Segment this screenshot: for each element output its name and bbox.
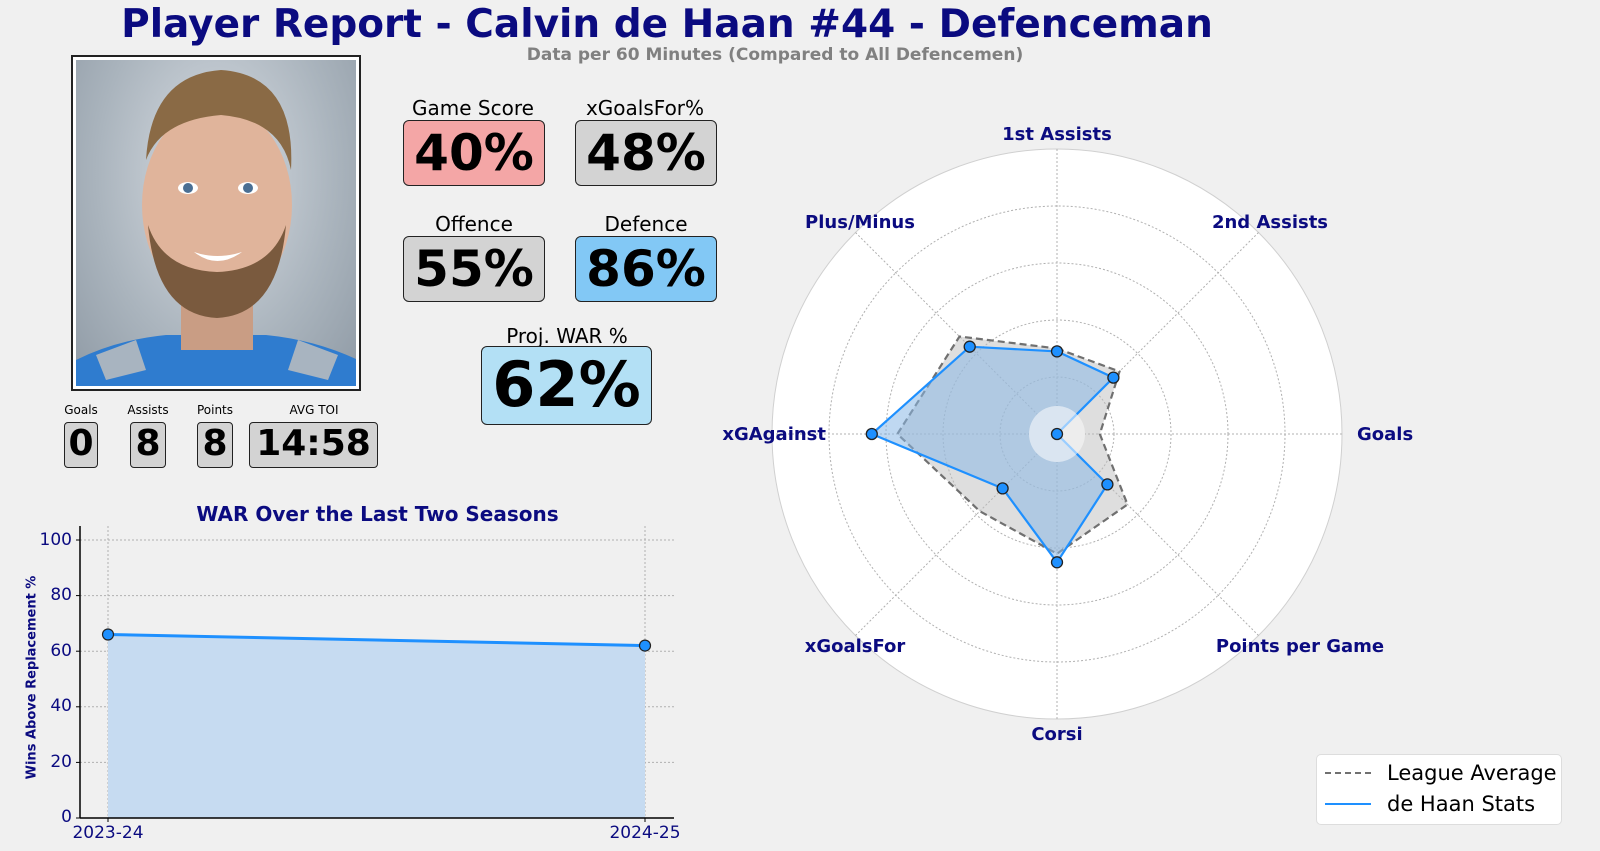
- legend-league-label: League Average: [1387, 761, 1557, 785]
- defence-value: 86%: [575, 236, 717, 302]
- radar-label-corsi: Corsi: [1031, 724, 1083, 745]
- x-tick-2024-25: 2024-25: [609, 823, 681, 843]
- goals-label: Goals: [64, 403, 98, 417]
- radar-chart: [771, 148, 1343, 720]
- legend-item-player: de Haan Stats: [1325, 792, 1535, 816]
- avg-toi-label: AVG TOI: [289, 403, 339, 417]
- y-tick-40: 40: [50, 696, 72, 716]
- legend-player-label: de Haan Stats: [1387, 792, 1536, 816]
- offence-label: Offence: [435, 212, 513, 236]
- points-label: Points: [196, 403, 234, 417]
- y-tick-60: 60: [50, 641, 72, 661]
- y-tick-0: 0: [61, 807, 72, 827]
- radar-label-xgoalsfor: xGoalsFor: [804, 636, 906, 657]
- war-chart: WAR Over the Last Two Seasons Wins Above…: [0, 490, 700, 851]
- legend-item-league: League Average: [1325, 761, 1557, 785]
- assists-label: Assists: [127, 403, 169, 417]
- game-score-label: Game Score: [412, 96, 534, 120]
- radar-legend: League Average de Haan Stats: [1316, 754, 1562, 825]
- war-chart-plot: [76, 526, 674, 822]
- xgoalsfor-pct-label: xGoalsFor%: [585, 96, 705, 120]
- war-chart-title: WAR Over the Last Two Seasons: [196, 502, 559, 526]
- war-point-2023-24: [101, 628, 115, 641]
- radar-label-plus-minus: Plus/Minus: [805, 212, 915, 233]
- dashed-line-icon: [1325, 772, 1371, 774]
- xgoalsfor-pct-value: 48%: [575, 120, 717, 186]
- proj-war-label: Proj. WAR %: [506, 324, 628, 348]
- points-value: 8: [197, 422, 233, 468]
- y-tick-80: 80: [50, 585, 72, 605]
- game-score-value: 40%: [403, 120, 545, 186]
- radar-label-points-per-game: Points per Game: [1215, 636, 1385, 657]
- avg-toi-value: 14:58: [249, 422, 378, 468]
- defence-label: Defence: [604, 212, 688, 236]
- goals-value: 0: [64, 422, 98, 468]
- radar-label-goals: Goals: [1357, 424, 1414, 445]
- war-point-2024-25: [638, 639, 652, 652]
- page-title: Player Report - Calvin de Haan #44 - Def…: [121, 2, 1213, 47]
- offence-value: 55%: [403, 236, 545, 302]
- solid-line-icon: [1325, 803, 1371, 805]
- player-photo: [71, 55, 361, 391]
- proj-war-value: 62%: [481, 346, 652, 425]
- radar-label-1st-assists: 1st Assists: [1002, 124, 1112, 145]
- x-tick-2023-24: 2023-24: [72, 823, 144, 843]
- player-headshot-image: [76, 60, 356, 386]
- y-tick-100: 100: [39, 530, 72, 550]
- radar-label-2nd-assists: 2nd Assists: [1211, 212, 1329, 233]
- radar-label-xgagainst: xGAgainst: [722, 424, 826, 445]
- y-tick-20: 20: [50, 752, 72, 772]
- page-subtitle: Data per 60 Minutes (Compared to All Def…: [526, 45, 1024, 65]
- assists-value: 8: [130, 422, 166, 468]
